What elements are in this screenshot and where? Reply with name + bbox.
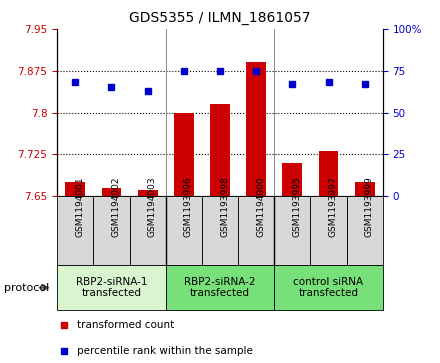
Text: GSM1194002: GSM1194002 [111,176,121,237]
Text: GSM1194000: GSM1194000 [256,176,265,237]
Bar [274,196,311,265]
Text: GSM1194001: GSM1194001 [75,176,84,237]
Text: GSM1193997: GSM1193997 [329,176,337,237]
Bar [210,104,230,196]
Text: GSM1193999: GSM1193999 [365,176,374,237]
Text: percentile rank within the sample: percentile rank within the sample [77,346,253,356]
Bar [57,265,166,310]
Bar [166,265,274,310]
Bar [102,188,121,196]
Bar [166,196,202,265]
Title: GDS5355 / ILMN_1861057: GDS5355 / ILMN_1861057 [129,11,311,25]
Bar [238,196,274,265]
Text: RBP2-siRNA-2
transfected: RBP2-siRNA-2 transfected [184,277,256,298]
Text: GSM1194003: GSM1194003 [148,176,157,237]
Bar [282,163,302,196]
Text: RBP2-siRNA-1
transfected: RBP2-siRNA-1 transfected [76,277,147,298]
Bar [347,196,383,265]
Text: control siRNA
transfected: control siRNA transfected [293,277,363,298]
Bar [355,182,375,196]
Text: GSM1193995: GSM1193995 [292,176,301,237]
Bar [319,151,338,196]
Text: GSM1193998: GSM1193998 [220,176,229,237]
Bar [129,196,166,265]
Bar [174,113,194,196]
Bar [246,62,266,196]
Bar [274,265,383,310]
Text: transformed count: transformed count [77,320,174,330]
Text: GSM1193996: GSM1193996 [184,176,193,237]
Bar [57,196,93,265]
Bar [93,196,129,265]
Bar [202,196,238,265]
Text: protocol: protocol [4,283,50,293]
Bar [66,182,85,196]
Bar [311,196,347,265]
Bar [138,191,158,196]
